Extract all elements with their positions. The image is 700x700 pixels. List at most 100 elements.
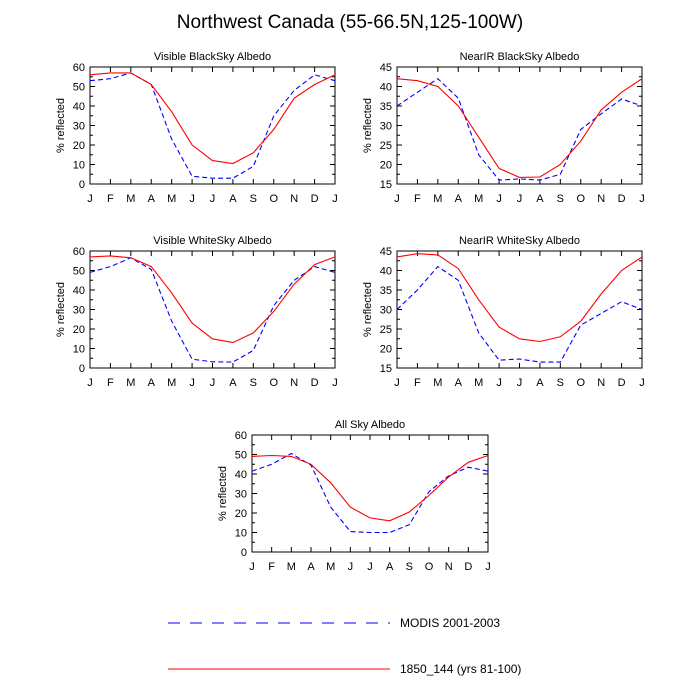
y-tick-label: 50 bbox=[73, 266, 85, 278]
x-tick-label: J bbox=[87, 193, 93, 205]
plot-frame bbox=[89, 250, 336, 369]
x-tick-label: M bbox=[126, 193, 135, 205]
panel-title: All Sky Albedo bbox=[335, 419, 405, 431]
x-tick-label: M bbox=[474, 377, 483, 389]
x-tick-label: N bbox=[597, 377, 605, 389]
y-tick-label: 35 bbox=[380, 285, 392, 297]
x-tick-label: M bbox=[167, 377, 176, 389]
x-tick-label: D bbox=[618, 377, 626, 389]
y-tick-label: 60 bbox=[73, 246, 85, 258]
x-tick-label: D bbox=[311, 377, 319, 389]
y-tick-label: 40 bbox=[73, 101, 85, 113]
x-tick-label: M bbox=[326, 561, 335, 573]
y-axis-label: % reflected bbox=[55, 98, 67, 153]
y-tick-label: 40 bbox=[380, 266, 392, 278]
x-tick-label: D bbox=[464, 561, 472, 573]
x-tick-label: M bbox=[126, 377, 135, 389]
x-tick-label: J bbox=[249, 561, 255, 573]
x-tick-label: F bbox=[414, 193, 421, 205]
x-tick-label: J bbox=[517, 377, 523, 389]
x-tick-label: J bbox=[367, 561, 373, 573]
y-tick-label: 0 bbox=[241, 547, 247, 559]
x-tick-label: J bbox=[332, 377, 338, 389]
plot-frame bbox=[396, 250, 643, 369]
plot-frame bbox=[89, 66, 336, 185]
panel-title: NearIR BlackSky Albedo bbox=[460, 51, 580, 63]
y-tick-label: 40 bbox=[73, 285, 85, 297]
series-line-1850-144-yrs-81-100 bbox=[251, 454, 489, 522]
x-tick-label: J bbox=[87, 377, 93, 389]
plot-frame bbox=[251, 434, 489, 553]
x-tick-label: J bbox=[348, 561, 354, 573]
y-tick-label: 10 bbox=[73, 160, 85, 172]
y-axis-label: % reflected bbox=[362, 282, 374, 337]
x-tick-label: F bbox=[414, 377, 421, 389]
x-tick-label: J bbox=[639, 193, 645, 205]
panel-title: Visible WhiteSky Albedo bbox=[153, 235, 271, 247]
x-tick-label: S bbox=[557, 193, 564, 205]
x-tick-label: A bbox=[536, 377, 544, 389]
x-tick-label: M bbox=[433, 193, 442, 205]
x-tick-label: O bbox=[425, 561, 434, 573]
x-tick-label: J bbox=[394, 377, 400, 389]
legend-label: 1850_144 (yrs 81-100) bbox=[400, 662, 521, 676]
panel-title: Visible BlackSky Albedo bbox=[154, 51, 271, 63]
y-tick-label: 40 bbox=[235, 469, 247, 481]
x-tick-label: O bbox=[269, 193, 278, 205]
x-tick-label: N bbox=[445, 561, 453, 573]
series-line-1850-144-yrs-81-100 bbox=[396, 253, 643, 343]
y-tick-label: 15 bbox=[380, 179, 392, 191]
figure-title: Northwest Canada (55-66.5N,125-100W) bbox=[176, 12, 524, 33]
panel-title: NearIR WhiteSky Albedo bbox=[459, 235, 580, 247]
chart-visible-whitesky-albedo: Visible WhiteSky Albedo % reflected 0 10 20 3… bbox=[55, 235, 338, 389]
legend: MODIS 2001-2003 1850_144 (yrs 81-100) bbox=[168, 616, 521, 676]
y-tick-label: 30 bbox=[73, 121, 85, 133]
series-line-modis-2001-2003 bbox=[89, 72, 336, 179]
series-line-modis-2001-2003 bbox=[251, 452, 489, 534]
y-tick-label: 30 bbox=[73, 305, 85, 317]
x-tick-label: M bbox=[167, 193, 176, 205]
x-tick-label: J bbox=[496, 377, 502, 389]
y-axis-label: % reflected bbox=[55, 282, 67, 337]
y-tick-label: 0 bbox=[79, 363, 85, 375]
x-tick-label: F bbox=[268, 561, 275, 573]
x-tick-label: A bbox=[307, 561, 315, 573]
y-tick-label: 50 bbox=[235, 450, 247, 462]
x-tick-label: J bbox=[485, 561, 491, 573]
x-tick-label: J bbox=[189, 377, 195, 389]
x-tick-label: J bbox=[210, 193, 216, 205]
x-tick-label: S bbox=[406, 561, 413, 573]
y-tick-label: 30 bbox=[380, 121, 392, 133]
x-tick-label: O bbox=[576, 193, 585, 205]
x-tick-label: D bbox=[618, 193, 626, 205]
series-line-modis-2001-2003 bbox=[396, 77, 643, 181]
chart-visible-blacksky-albedo: Visible BlackSky Albedo % reflected 0 10 20 3… bbox=[55, 51, 338, 205]
x-tick-label: J bbox=[332, 193, 338, 205]
x-tick-label: M bbox=[287, 561, 296, 573]
y-tick-label: 10 bbox=[73, 344, 85, 356]
x-tick-label: J bbox=[189, 193, 195, 205]
x-tick-label: N bbox=[597, 193, 605, 205]
y-tick-label: 40 bbox=[380, 82, 392, 94]
x-tick-label: A bbox=[386, 561, 394, 573]
y-tick-label: 60 bbox=[73, 62, 85, 74]
x-tick-label: N bbox=[290, 193, 298, 205]
x-tick-label: D bbox=[311, 193, 319, 205]
x-tick-label: A bbox=[148, 193, 156, 205]
y-tick-label: 20 bbox=[380, 160, 392, 172]
x-tick-label: A bbox=[229, 377, 237, 389]
plot-frame bbox=[396, 66, 643, 185]
x-tick-label: A bbox=[229, 193, 237, 205]
y-tick-label: 60 bbox=[235, 430, 247, 442]
y-tick-label: 45 bbox=[380, 246, 392, 258]
x-tick-label: M bbox=[474, 193, 483, 205]
x-tick-label: A bbox=[148, 377, 156, 389]
x-tick-label: J bbox=[496, 193, 502, 205]
y-tick-label: 30 bbox=[235, 489, 247, 501]
x-tick-label: A bbox=[455, 193, 463, 205]
series-line-1850-144-yrs-81-100 bbox=[396, 78, 643, 178]
x-tick-label: O bbox=[576, 377, 585, 389]
x-tick-label: A bbox=[455, 377, 463, 389]
x-tick-label: F bbox=[107, 193, 114, 205]
